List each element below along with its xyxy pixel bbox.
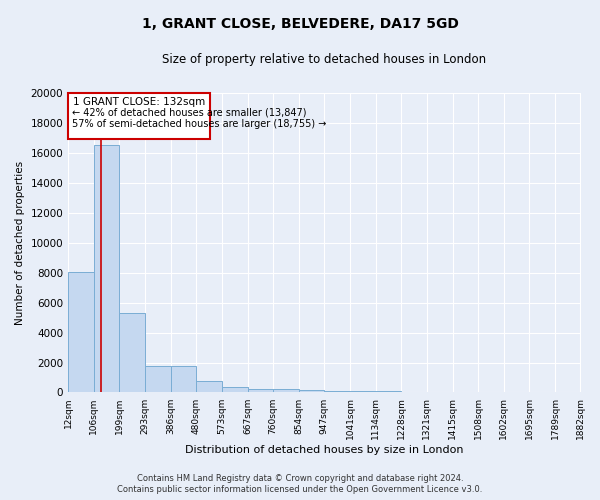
Bar <box>350 391 376 392</box>
X-axis label: Distribution of detached houses by size in London: Distribution of detached houses by size … <box>185 445 464 455</box>
Bar <box>68 272 94 392</box>
Bar <box>248 388 273 392</box>
Bar <box>119 313 145 392</box>
Bar <box>222 387 248 392</box>
Y-axis label: Number of detached properties: Number of detached properties <box>15 160 25 325</box>
Text: 57% of semi-detached houses are larger (18,755) →: 57% of semi-detached houses are larger (… <box>72 118 326 128</box>
Bar <box>196 381 222 392</box>
Text: 1 GRANT CLOSE: 132sqm: 1 GRANT CLOSE: 132sqm <box>73 97 205 107</box>
FancyBboxPatch shape <box>68 93 210 140</box>
Bar <box>299 390 325 392</box>
Bar <box>273 390 299 392</box>
Bar <box>170 366 196 392</box>
Title: Size of property relative to detached houses in London: Size of property relative to detached ho… <box>162 52 487 66</box>
Text: Contains HM Land Registry data © Crown copyright and database right 2024.
Contai: Contains HM Land Registry data © Crown c… <box>118 474 482 494</box>
Bar <box>94 146 119 392</box>
Text: 1, GRANT CLOSE, BELVEDERE, DA17 5GD: 1, GRANT CLOSE, BELVEDERE, DA17 5GD <box>142 18 458 32</box>
Text: ← 42% of detached houses are smaller (13,847): ← 42% of detached houses are smaller (13… <box>72 108 307 118</box>
Bar <box>325 390 350 392</box>
Bar <box>145 366 170 392</box>
